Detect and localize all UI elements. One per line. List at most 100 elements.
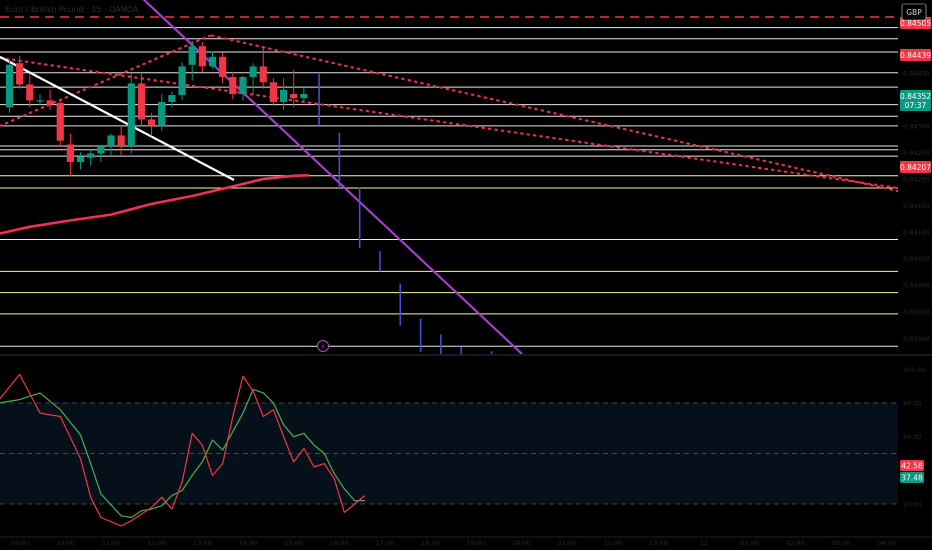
candle-body xyxy=(16,63,24,85)
candle-body xyxy=(127,83,135,147)
time-axis[interactable]: 09:00 10:00 11:00 12:00 13:00 14:00 15:00 16:00… xyxy=(0,536,932,547)
time-tick-label: 04:00 xyxy=(877,539,896,547)
stoch-tick-label: 20.00 xyxy=(903,501,922,509)
price-axis[interactable]: 0.844000.843500.843000.842500.842000.841… xyxy=(900,17,931,509)
candle[interactable] xyxy=(208,51,217,69)
candle-body xyxy=(208,56,217,67)
candle[interactable] xyxy=(127,72,135,154)
stoch-tag-d: 37.48 xyxy=(900,472,924,483)
candle-body xyxy=(56,103,64,141)
candle-body xyxy=(269,82,277,102)
candle-body xyxy=(46,100,54,105)
candle[interactable] xyxy=(229,71,237,100)
price-tag-current-bg xyxy=(900,90,931,111)
price-tick-label: 0.84000 xyxy=(903,282,930,290)
candle[interactable] xyxy=(117,125,125,156)
stoch-d-line xyxy=(0,388,365,519)
event-marker-circle xyxy=(317,340,329,352)
price-tick-label: 0.84050 xyxy=(903,255,930,263)
main-pane[interactable]: ⚡ xyxy=(0,0,932,357)
time-tick-label: 17:00 xyxy=(375,539,394,547)
candle[interactable] xyxy=(290,70,298,108)
stoch-tick-label: 100.00 xyxy=(903,366,926,374)
candle[interactable] xyxy=(66,133,74,177)
candle[interactable] xyxy=(16,55,24,89)
time-tick-label: 03:00 xyxy=(831,539,850,547)
stoch-band-fill xyxy=(0,403,898,504)
stoch-tick-label: 60.00 xyxy=(903,433,922,441)
stoch-tag-k-bg xyxy=(900,460,924,471)
candle-body xyxy=(76,156,85,162)
stoch-tag-k-text: 42.58 xyxy=(901,462,923,471)
event-marker-icon: ⚡ xyxy=(321,343,326,351)
time-tick-label: 19:00 xyxy=(467,539,486,547)
candle-body xyxy=(219,56,227,78)
symbol-title: Euro / British Pound · 15 · OANDA xyxy=(5,5,139,14)
stochastic-pane[interactable] xyxy=(0,373,898,527)
candle-body xyxy=(198,46,206,67)
price-tag-current-text: 0.84352 xyxy=(900,92,931,101)
candle-body xyxy=(97,146,105,154)
candle[interactable] xyxy=(188,40,196,81)
time-tick-label: 09:00 xyxy=(11,539,30,547)
candle[interactable] xyxy=(107,133,115,156)
candle[interactable] xyxy=(97,146,105,162)
price-tag-ema: 0.84207 xyxy=(900,161,931,173)
time-tick-label: 16:00 xyxy=(330,539,349,547)
candle-body xyxy=(158,101,166,126)
candle-body xyxy=(5,64,14,108)
candle[interactable] xyxy=(219,52,227,84)
time-tick-label: 21:00 xyxy=(558,539,577,547)
candle[interactable] xyxy=(239,75,247,101)
candle-body xyxy=(117,135,125,147)
price-tick-label: 0.83950 xyxy=(903,308,930,316)
candle[interactable] xyxy=(300,86,308,102)
candle[interactable] xyxy=(279,78,288,110)
candle[interactable] xyxy=(198,41,206,73)
candle[interactable] xyxy=(168,91,176,108)
candle[interactable] xyxy=(5,59,14,113)
candle-body xyxy=(107,135,115,147)
candle[interactable] xyxy=(26,73,34,108)
candle[interactable] xyxy=(76,152,85,170)
candle[interactable] xyxy=(137,72,146,126)
candle[interactable] xyxy=(148,112,156,137)
price-tag-top-text: 0.84505 xyxy=(900,19,931,28)
candle-body xyxy=(259,66,267,83)
price-tag-countdown: 07:37 xyxy=(905,101,927,110)
candle[interactable] xyxy=(158,94,166,132)
candle-body xyxy=(148,119,156,126)
candle-body xyxy=(66,144,74,162)
time-tick-label: 23:00 xyxy=(649,539,668,547)
event-marker[interactable]: ⚡ xyxy=(317,340,329,352)
candle[interactable] xyxy=(178,62,186,101)
price-tick-label: 0.84100 xyxy=(903,229,930,237)
candle-body xyxy=(249,66,257,78)
price-tick-label: 0.84150 xyxy=(903,202,930,210)
candle[interactable] xyxy=(56,100,64,147)
stoch-tag-k: 42.58 xyxy=(900,460,924,471)
trendline-dotted-upper xyxy=(210,34,898,193)
trendline-dotted-lower xyxy=(0,56,898,190)
candle[interactable] xyxy=(269,78,277,106)
candle-body xyxy=(178,66,186,96)
candle[interactable] xyxy=(249,63,257,95)
candle-body xyxy=(279,89,288,102)
candle-body xyxy=(36,100,44,102)
candle-body xyxy=(87,153,95,158)
candle[interactable] xyxy=(87,149,95,166)
time-tick-label: 12:00 xyxy=(147,539,166,547)
candle-body xyxy=(168,95,176,102)
currency-button[interactable]: GBP xyxy=(901,3,927,21)
time-tick-label: 13:00 xyxy=(193,539,212,547)
price-tick-label: 0.84300 xyxy=(903,122,930,130)
candle[interactable] xyxy=(259,47,267,89)
stoch-k-line xyxy=(0,373,366,527)
candle[interactable] xyxy=(36,94,44,106)
price-tag-level-bg xyxy=(900,49,931,61)
candle[interactable] xyxy=(46,89,54,110)
price-tag-level: 0.84439 xyxy=(900,49,931,61)
price-tag-level-text: 0.84439 xyxy=(900,51,931,60)
candle-body xyxy=(229,77,237,95)
